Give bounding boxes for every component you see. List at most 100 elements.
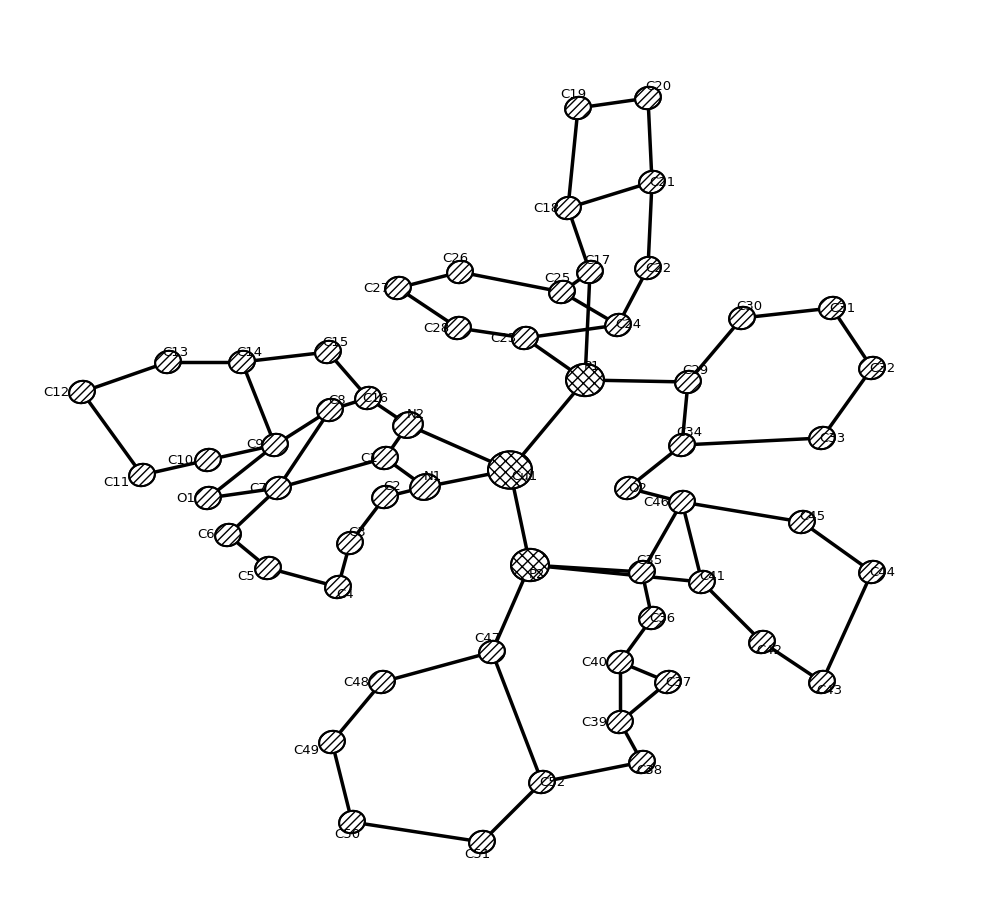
Ellipse shape xyxy=(859,561,885,583)
Ellipse shape xyxy=(629,561,655,583)
Ellipse shape xyxy=(615,477,641,499)
Ellipse shape xyxy=(729,307,755,329)
Ellipse shape xyxy=(669,491,695,513)
Ellipse shape xyxy=(605,314,631,336)
Ellipse shape xyxy=(566,364,604,396)
Text: C37: C37 xyxy=(665,675,691,688)
Text: P1: P1 xyxy=(584,359,600,373)
Ellipse shape xyxy=(265,477,291,499)
Ellipse shape xyxy=(319,731,345,753)
Ellipse shape xyxy=(639,607,665,629)
Text: C49: C49 xyxy=(293,743,319,757)
Text: C18: C18 xyxy=(533,201,559,215)
Text: C50: C50 xyxy=(334,827,360,841)
Text: P2: P2 xyxy=(529,569,545,581)
Text: C34: C34 xyxy=(676,427,702,440)
Text: C16: C16 xyxy=(362,391,388,405)
Text: C36: C36 xyxy=(649,611,675,624)
Text: Cu1: Cu1 xyxy=(511,470,537,483)
Ellipse shape xyxy=(809,427,835,449)
Ellipse shape xyxy=(607,651,633,674)
Text: C43: C43 xyxy=(816,684,842,696)
Ellipse shape xyxy=(372,447,398,469)
Ellipse shape xyxy=(339,811,365,834)
Text: C9: C9 xyxy=(246,439,264,452)
Ellipse shape xyxy=(488,452,532,489)
Text: C20: C20 xyxy=(645,80,671,92)
Ellipse shape xyxy=(859,356,885,379)
Ellipse shape xyxy=(445,317,471,339)
Text: C5: C5 xyxy=(237,569,255,582)
Text: C10: C10 xyxy=(167,453,193,466)
Text: C33: C33 xyxy=(819,431,845,444)
Text: C35: C35 xyxy=(636,554,662,567)
Text: C31: C31 xyxy=(829,302,855,314)
Text: C40: C40 xyxy=(581,655,607,668)
Text: C1: C1 xyxy=(360,452,378,464)
Text: C7: C7 xyxy=(249,482,267,494)
Text: C23: C23 xyxy=(490,332,516,345)
Ellipse shape xyxy=(325,576,351,598)
Text: O2: O2 xyxy=(629,482,648,494)
Ellipse shape xyxy=(789,511,815,533)
Text: C13: C13 xyxy=(162,345,188,358)
Ellipse shape xyxy=(511,548,549,581)
Ellipse shape xyxy=(410,474,440,500)
Text: C39: C39 xyxy=(581,716,607,728)
Ellipse shape xyxy=(69,381,95,403)
Ellipse shape xyxy=(809,671,835,693)
Ellipse shape xyxy=(315,341,341,363)
Text: C19: C19 xyxy=(560,88,586,101)
Text: C8: C8 xyxy=(328,394,346,407)
Ellipse shape xyxy=(819,297,845,319)
Ellipse shape xyxy=(512,327,538,349)
Text: C14: C14 xyxy=(236,345,262,358)
Text: C46: C46 xyxy=(643,495,669,508)
Text: O1: O1 xyxy=(176,492,196,505)
Ellipse shape xyxy=(479,641,505,664)
Text: C52: C52 xyxy=(539,775,565,789)
Ellipse shape xyxy=(629,750,655,773)
Text: C44: C44 xyxy=(869,566,895,579)
Text: C4: C4 xyxy=(336,589,354,601)
Ellipse shape xyxy=(749,631,775,654)
Ellipse shape xyxy=(385,277,411,299)
Text: C42: C42 xyxy=(756,643,782,656)
Text: C22: C22 xyxy=(645,261,671,274)
Text: C29: C29 xyxy=(682,364,708,377)
Ellipse shape xyxy=(393,412,423,438)
Text: C12: C12 xyxy=(43,386,69,399)
Text: C11: C11 xyxy=(103,476,129,490)
Text: C27: C27 xyxy=(363,282,389,294)
Text: C47: C47 xyxy=(474,632,500,644)
Text: C41: C41 xyxy=(699,570,725,583)
Ellipse shape xyxy=(369,671,395,693)
Text: C17: C17 xyxy=(584,253,610,267)
Text: C15: C15 xyxy=(322,335,348,348)
Text: C24: C24 xyxy=(615,318,641,332)
Ellipse shape xyxy=(549,281,575,303)
Ellipse shape xyxy=(317,399,343,421)
Text: C6: C6 xyxy=(197,528,215,541)
Text: C48: C48 xyxy=(343,675,369,688)
Ellipse shape xyxy=(555,197,581,219)
Ellipse shape xyxy=(255,557,281,579)
Ellipse shape xyxy=(565,97,591,119)
Ellipse shape xyxy=(639,171,665,193)
Text: C45: C45 xyxy=(799,511,825,524)
Ellipse shape xyxy=(675,371,701,393)
Ellipse shape xyxy=(337,532,363,554)
Ellipse shape xyxy=(355,387,381,409)
Ellipse shape xyxy=(655,671,681,693)
Ellipse shape xyxy=(155,351,181,373)
Ellipse shape xyxy=(215,524,241,547)
Text: C25: C25 xyxy=(544,271,570,284)
Ellipse shape xyxy=(635,257,661,279)
Ellipse shape xyxy=(607,711,633,733)
Text: C26: C26 xyxy=(442,251,468,264)
Ellipse shape xyxy=(669,434,695,456)
Text: C30: C30 xyxy=(736,300,762,313)
Ellipse shape xyxy=(195,487,221,509)
Ellipse shape xyxy=(447,260,473,283)
Text: C2: C2 xyxy=(383,481,401,494)
